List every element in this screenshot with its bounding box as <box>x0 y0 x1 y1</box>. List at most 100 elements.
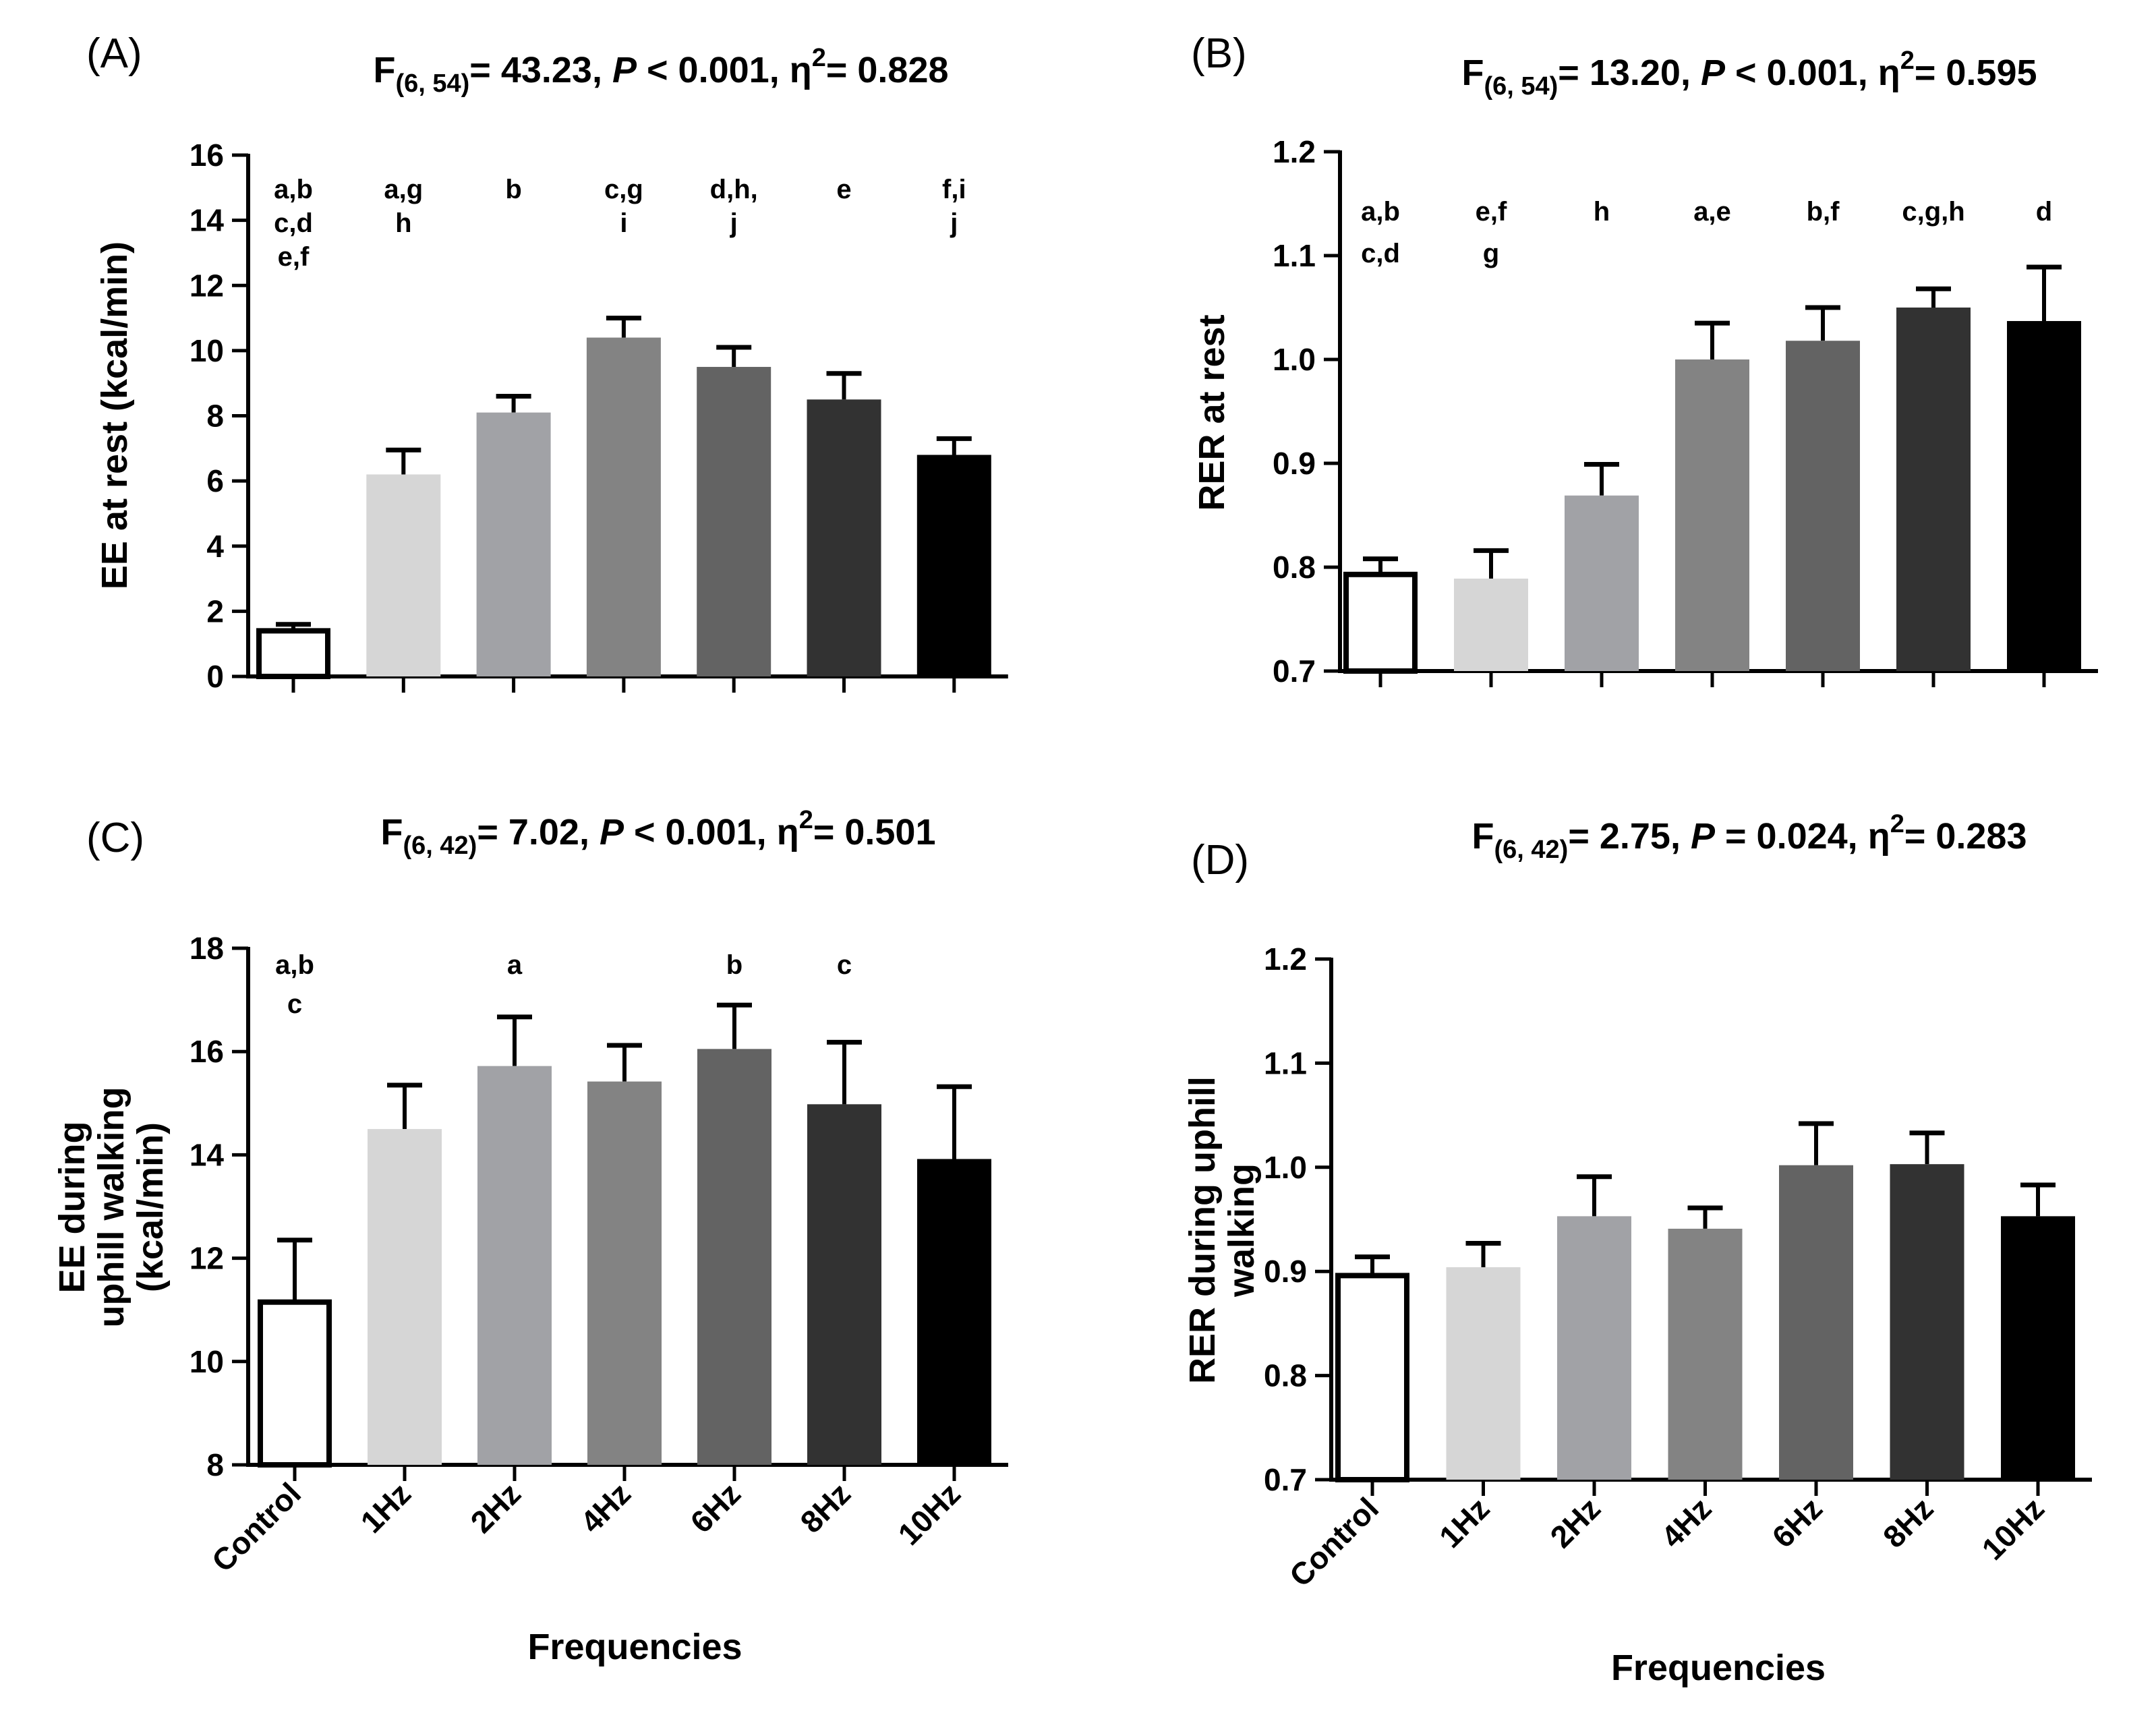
panel-a: (A) F(6, 54)= 43.23, P < 0.001, η2= 0.828… <box>86 30 1008 694</box>
y-tick-label: 14 <box>190 203 225 238</box>
bar-8hz <box>1896 308 1971 671</box>
significance-annotation: j <box>950 208 958 238</box>
y-tick-label: 10 <box>190 1344 224 1379</box>
bar-4hz <box>1675 359 1749 671</box>
title-eta: η <box>777 812 799 852</box>
title-f-value: = 13.20, <box>1558 53 1701 93</box>
bar-8hz <box>807 1104 881 1465</box>
x-tick-label: 10Hz <box>1975 1490 2051 1567</box>
bar-2hz <box>1565 495 1639 671</box>
y-tick-label: 16 <box>190 138 224 173</box>
bar-control <box>256 628 330 679</box>
y-tick-label: 12 <box>190 1241 224 1276</box>
title-p-label: P <box>612 50 637 90</box>
bar-2hz <box>477 1066 552 1465</box>
bar-2hz <box>476 412 551 676</box>
significance-annotation: e,f <box>1476 197 1507 227</box>
title-f-label: F <box>1472 816 1494 857</box>
y-tick-label: 0.7 <box>1273 654 1316 689</box>
x-tick-label: 6Hz <box>683 1476 747 1540</box>
bar-10hz <box>2001 1216 2075 1480</box>
x-tick-label: Control <box>1283 1490 1385 1593</box>
significance-annotation: c,d <box>1361 239 1400 268</box>
chart-title: F(6, 42)= 7.02, P < 0.001, η2= 0.501 <box>380 806 935 860</box>
title-eta-exp: 2 <box>812 44 826 72</box>
y-axis-label-line: EE during <box>52 1122 92 1294</box>
y-tick-label: 0.9 <box>1264 1254 1307 1289</box>
y-tick-label: 18 <box>190 931 224 966</box>
title-f-label: F <box>380 812 403 852</box>
bar-1hz <box>1446 1267 1521 1480</box>
title-p-text: < 0.001, <box>624 812 777 852</box>
y-tick-label: 2 <box>206 593 224 629</box>
y-axis-label: RER at rest <box>1192 314 1232 511</box>
y-axis-label: EE duringuphill walking(kcal/min) <box>52 1086 171 1327</box>
title-eta: η <box>1868 816 1890 857</box>
title-f-label: F <box>1461 53 1484 93</box>
panel-b: (B) F(6, 54)= 13.20, P < 0.001, η2= 0.595… <box>1191 30 2098 689</box>
y-axis-label: RER during uphillwalking <box>1182 1076 1262 1384</box>
significance-annotation: b <box>726 950 742 980</box>
bar-1hz <box>1454 578 1528 671</box>
title-eta-exp: 2 <box>1900 47 1915 75</box>
x-tick-label: 4Hz <box>1654 1490 1718 1555</box>
title-f-value: = 43.23, <box>469 50 612 90</box>
bar-1hz <box>368 1129 442 1465</box>
significance-annotation: h <box>395 208 411 238</box>
y-tick-label: 1.2 <box>1273 134 1316 169</box>
y-tick-label: 0.8 <box>1264 1358 1307 1393</box>
x-tick-label: 10Hz <box>891 1476 967 1552</box>
bar-control <box>258 1299 332 1468</box>
title-eta-exp: 2 <box>799 806 813 834</box>
y-axis-label-line: RER at rest <box>1192 314 1232 511</box>
y-axis-label: EE at rest (kcal/min) <box>94 241 135 589</box>
title-eta-exp: 2 <box>1890 810 1904 838</box>
x-tick-label: 1Hz <box>1432 1490 1496 1555</box>
y-tick-label: 0.7 <box>1264 1462 1307 1497</box>
bar-4hz <box>1668 1228 1743 1480</box>
y-tick-label: 6 <box>206 463 224 498</box>
bar-4hz <box>586 337 661 676</box>
bar-10hz <box>916 455 991 676</box>
significance-annotation: g <box>1483 239 1499 268</box>
title-p-text: = 0.024, <box>1715 816 1868 857</box>
y-tick-label: 0.9 <box>1273 446 1316 481</box>
bar-2hz <box>1557 1216 1631 1480</box>
x-tick-label: 6Hz <box>1765 1490 1829 1555</box>
y-tick-label: 14 <box>190 1137 225 1172</box>
significance-annotation: d,h, <box>710 175 758 204</box>
bar-4hz <box>587 1081 662 1465</box>
bar-8hz <box>1890 1164 1964 1480</box>
y-tick-label: 1.1 <box>1273 238 1316 273</box>
y-axis-label-line: uphill walking <box>91 1086 132 1327</box>
chart-title: F(6, 54)= 13.20, P < 0.001, η2= 0.595 <box>1461 47 2037 100</box>
panel-label: (A) <box>86 30 142 77</box>
chart-title: F(6, 54)= 43.23, P < 0.001, η2= 0.828 <box>373 44 948 98</box>
y-tick-label: 4 <box>206 529 224 564</box>
panel-label: (D) <box>1191 837 1249 883</box>
bar-6hz <box>697 1049 771 1465</box>
y-tick-label: 0 <box>206 659 224 694</box>
significance-annotation: c,g <box>604 175 643 204</box>
y-tick-label: 1.0 <box>1264 1150 1307 1185</box>
y-tick-label: 1.2 <box>1264 941 1307 977</box>
x-tick-label: 2Hz <box>463 1476 527 1540</box>
significance-annotation: c,g,h <box>1902 197 1964 227</box>
y-tick-label: 8 <box>206 399 224 434</box>
title-df: (6, 54) <box>1484 72 1558 100</box>
bar-control <box>1343 571 1418 674</box>
title-df: (6, 42) <box>403 832 477 860</box>
y-tick-label: 16 <box>190 1034 224 1069</box>
significance-annotation: b <box>505 175 521 204</box>
panel-label: (B) <box>1191 30 1247 77</box>
bar-10hz <box>917 1159 991 1465</box>
x-axis-label: Frequencies <box>527 1627 742 1667</box>
y-tick-label: 1.1 <box>1264 1045 1307 1080</box>
title-p-label: P <box>1691 816 1716 857</box>
y-axis-label-line: RER during uphill <box>1182 1076 1223 1384</box>
significance-annotation: a <box>507 950 523 980</box>
title-eta-text: = 0.595 <box>1915 53 2037 93</box>
significance-annotation: i <box>620 208 627 238</box>
significance-annotation: c <box>837 950 852 980</box>
